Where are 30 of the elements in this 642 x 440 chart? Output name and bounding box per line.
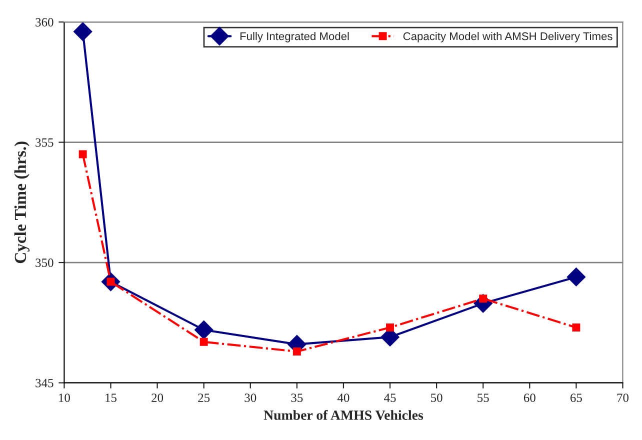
legend-label: Capacity Model with AMSH Delivery Times <box>403 32 612 42</box>
point <box>292 348 301 356</box>
x-tick-label: 30 <box>244 394 256 402</box>
x-tick-label: 55 <box>478 394 489 402</box>
y-axis-title: Cycle Time (hrs.) <box>14 142 30 264</box>
point <box>194 320 214 340</box>
x-tick-label: 70 <box>617 394 629 402</box>
x-axis-title: Number of AMHS Vehicles <box>264 410 424 420</box>
x-tick-label: 15 <box>106 394 117 402</box>
y-tick-label: 345 <box>36 378 54 388</box>
x-tick-label: 40 <box>337 394 350 402</box>
x-tick-label: 60 <box>524 394 536 402</box>
y-tick-label: 360 <box>36 18 54 26</box>
legend-label: Fully Integrated Model <box>240 32 349 42</box>
x-tick-label: 20 <box>152 394 164 402</box>
y-tick-label: 350 <box>36 258 54 267</box>
x-tick-label: 25 <box>198 394 210 402</box>
point <box>200 338 208 346</box>
point <box>386 323 394 332</box>
point <box>572 323 580 332</box>
point <box>566 268 586 286</box>
x-tick-label: 65 <box>570 394 582 402</box>
point <box>479 294 488 303</box>
y-tick-label: 355 <box>36 138 54 147</box>
x-tick-label: 50 <box>431 394 442 402</box>
x-tick-label: 35 <box>291 394 303 402</box>
x-tick-label: 45 <box>384 394 396 402</box>
point <box>78 150 87 158</box>
point <box>73 22 92 41</box>
x-tick-label: 10 <box>59 394 70 402</box>
